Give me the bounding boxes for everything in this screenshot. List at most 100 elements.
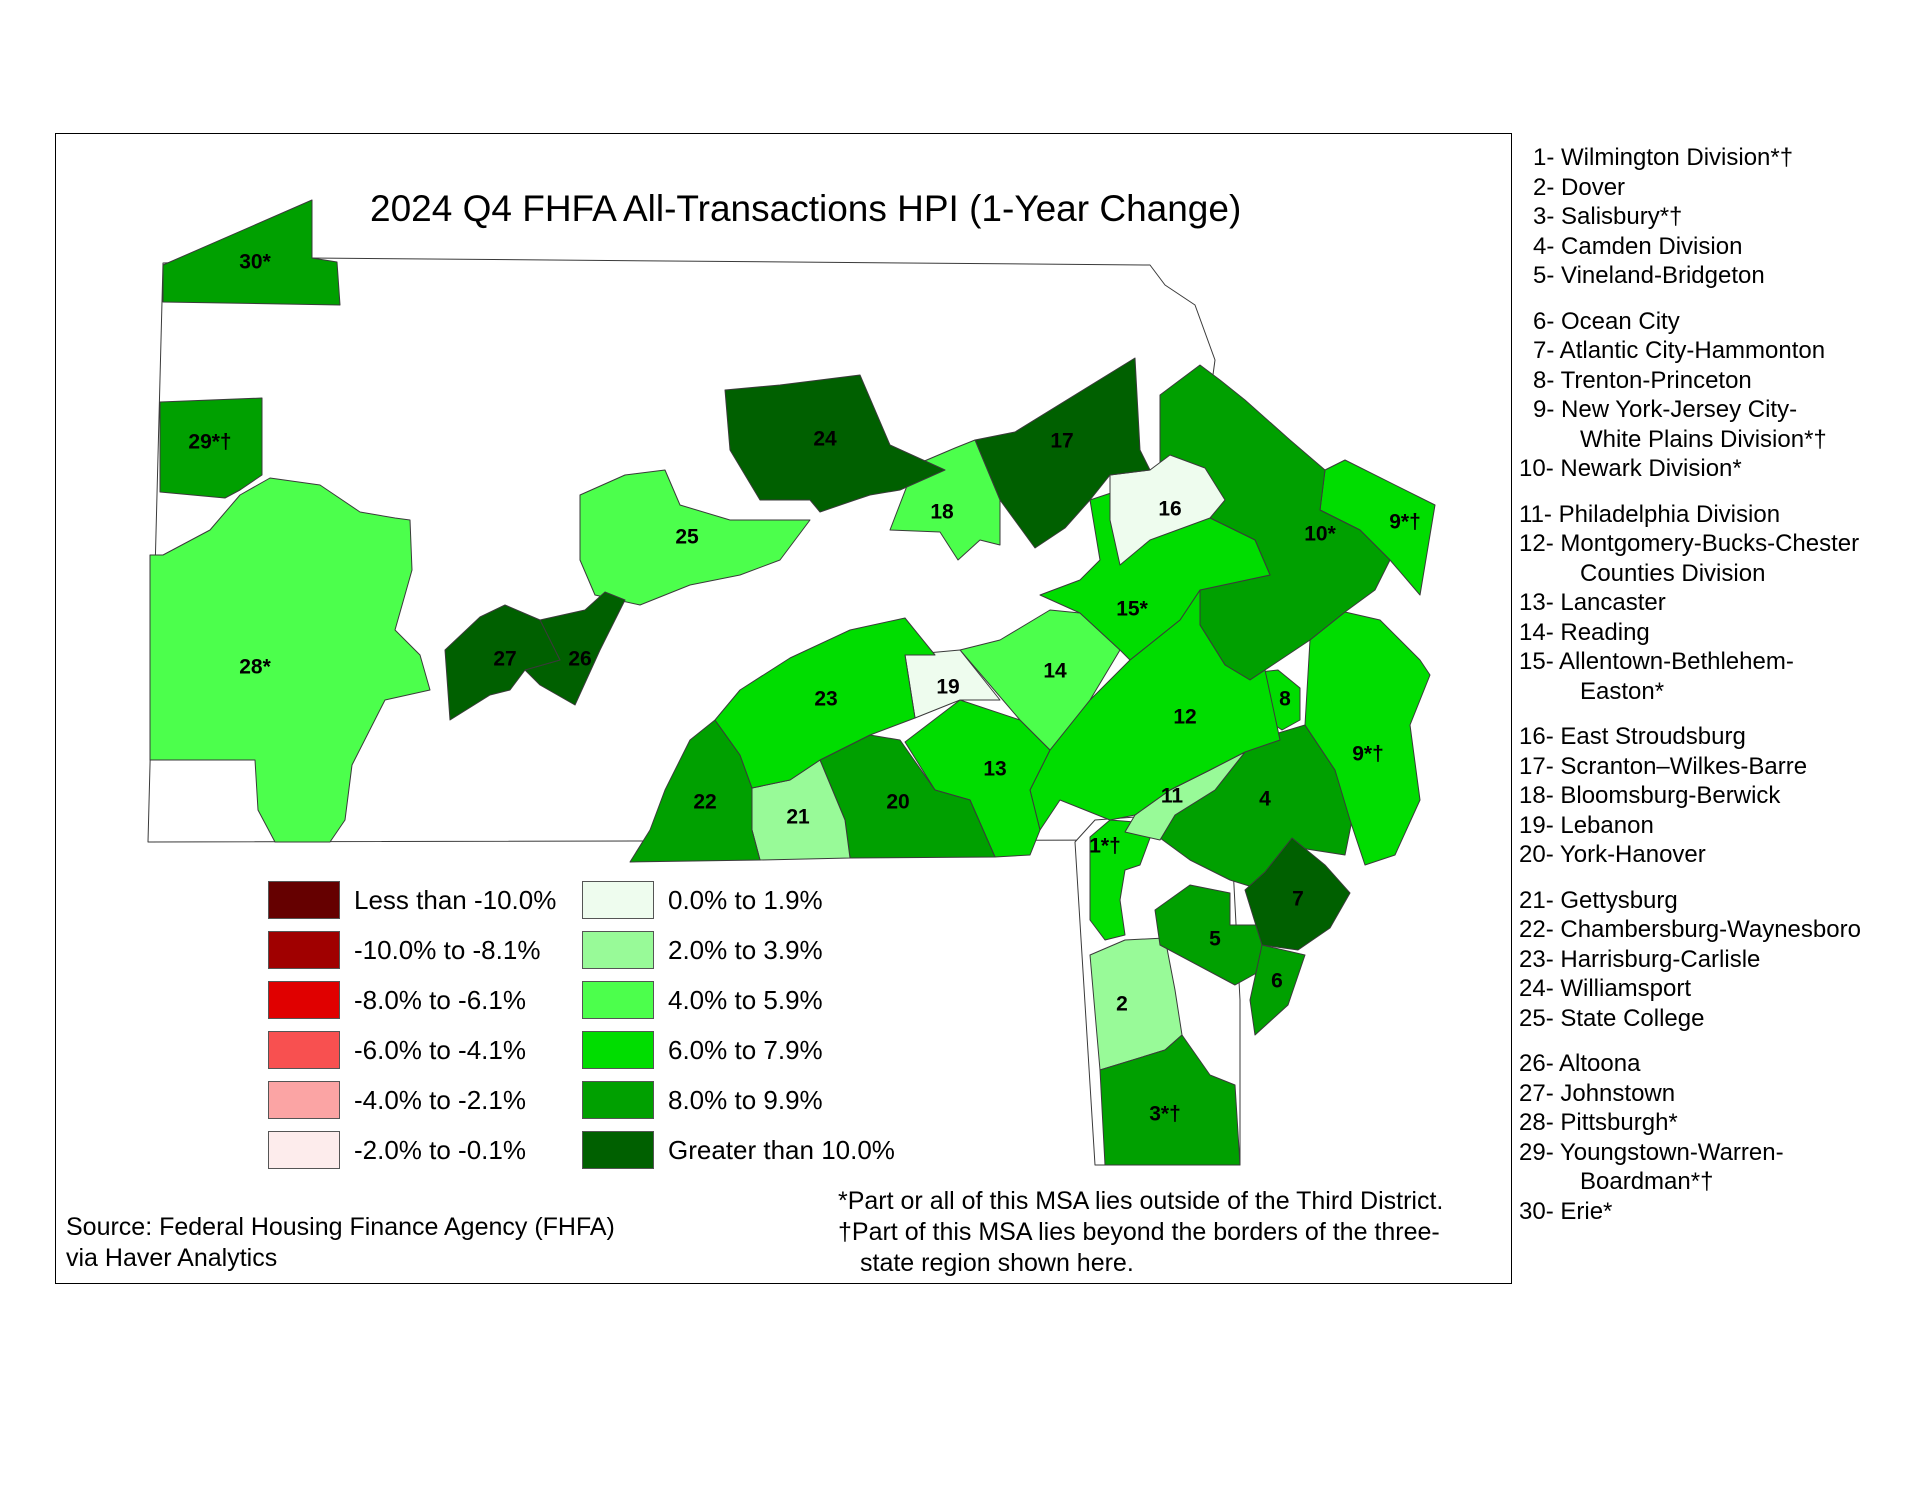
- msa-region-label: 26: [568, 648, 591, 671]
- msa-region: [1304, 611, 1431, 866]
- key-item: 6- Ocean City: [1533, 307, 1680, 335]
- msa-region-label: 21: [786, 806, 810, 829]
- key-group: 26- Altoona 27- Johnstown 28- Pittsburgh* 2…: [1519, 1049, 1861, 1226]
- key-item: 17- Scranton–Wilkes-Barre: [1519, 752, 1808, 780]
- legend-label: 0.0% to 1.9%: [668, 884, 823, 915]
- msa-region-label: 12: [1173, 706, 1196, 729]
- key-item: 24- Williamsport: [1519, 975, 1692, 1002]
- key-item: 27- Johnstown: [1519, 1079, 1676, 1107]
- msa-region-label: 7: [1292, 888, 1304, 911]
- msa-region-label: 20: [886, 791, 909, 814]
- legend-label: 2.0% to 3.9%: [668, 934, 823, 965]
- legend-swatch: [268, 1031, 340, 1069]
- msa-region: [1244, 837, 1351, 951]
- msa-region: [1099, 1034, 1241, 1166]
- msa-key-list: 1- Wilmington Division*† 2- Dover 3- Salis…: [1519, 143, 1861, 1242]
- key-item: 29- Youngstown-Warren-: [1519, 1138, 1784, 1166]
- key-item: 11- Philadelphia Division: [1519, 500, 1781, 528]
- legend-item: 0.0% to 1.9%: [582, 880, 823, 920]
- legend-item: Less than -10.0%: [268, 880, 556, 920]
- legend-swatch: [582, 881, 654, 919]
- footnote-asterisk: *Part or all of this MSA lies outside of…: [838, 1187, 1444, 1215]
- msa-region: [149, 477, 431, 843]
- msa-region-label: 9*†: [1352, 743, 1384, 766]
- msa-region-label: 30*: [239, 251, 271, 274]
- legend-swatch: [268, 881, 340, 919]
- msa-region-label: 10*: [1304, 523, 1336, 546]
- msa-region-label: 28*: [239, 656, 271, 679]
- key-group: 11- Philadelphia Division 12- Montgomery-…: [1519, 500, 1861, 707]
- key-item: 14- Reading: [1519, 618, 1650, 646]
- key-item: 7- Atlantic City-Hammonton: [1533, 337, 1826, 364]
- legend-label: 8.0% to 9.9%: [668, 1084, 823, 1115]
- key-item: Easton*: [1580, 677, 1665, 705]
- legend-label: -2.0% to -0.1%: [354, 1134, 526, 1165]
- msa-region: [159, 397, 263, 499]
- footnotes: *Part or all of this MSA lies outside of…: [838, 1186, 1443, 1279]
- map-title: 2024 Q4 FHFA All-Transactions HPI (1-Yea…: [370, 188, 1242, 229]
- legend-item: -2.0% to -0.1%: [268, 1130, 526, 1170]
- legend-label: Less than -10.0%: [354, 884, 557, 915]
- msa-region: [1089, 819, 1151, 941]
- key-item: 18- Bloomsburg-Berwick: [1519, 782, 1781, 809]
- msa-region-label: 19: [936, 676, 959, 699]
- key-item: Boardman*†: [1580, 1168, 1714, 1195]
- msa-region-label: 6: [1271, 970, 1283, 993]
- legend-swatch: [268, 981, 340, 1019]
- msa-region-label: 11: [1161, 785, 1184, 808]
- msa-region-label: 13: [983, 758, 1006, 781]
- legend-item: -8.0% to -6.1%: [268, 980, 526, 1020]
- key-item: 26- Altoona: [1519, 1050, 1641, 1077]
- source-note: Source: Federal Housing Finance Agency (…: [66, 1212, 615, 1274]
- legend-item: 6.0% to 7.9%: [582, 1030, 823, 1070]
- msa-region-label: 15*: [1116, 598, 1148, 621]
- source-line: Source: Federal Housing Finance Agency (…: [66, 1213, 615, 1241]
- legend-swatch: [582, 1081, 654, 1119]
- map-frame: [55, 133, 1512, 1284]
- msa-region-label: 27: [493, 648, 516, 671]
- legend-label: -6.0% to -4.1%: [354, 1034, 526, 1065]
- legend-item: -10.0% to -8.1%: [268, 930, 540, 970]
- msa-region: [1039, 489, 1271, 661]
- key-item: 28- Pittsburgh*: [1519, 1109, 1678, 1136]
- msa-region-label: 4: [1259, 788, 1271, 811]
- msa-region-label: 25: [675, 526, 699, 549]
- legend-swatch: [268, 1081, 340, 1119]
- key-item: 2- Dover: [1533, 173, 1626, 201]
- legend-item: Greater than 10.0%: [582, 1130, 895, 1170]
- msa-region: [1109, 454, 1226, 566]
- source-line: via Haver Analytics: [66, 1244, 278, 1272]
- key-item: 3- Salisbury*†: [1533, 203, 1683, 230]
- legend-label: -8.0% to -6.1%: [354, 984, 526, 1015]
- msa-region-label: 8: [1279, 688, 1291, 711]
- key-item: 16- East Stroudsburg: [1519, 723, 1746, 750]
- msa-region-label: 29*†: [188, 431, 231, 454]
- key-item: 22- Chambersburg-Waynesboro: [1519, 916, 1861, 943]
- legend-swatch: [582, 1131, 654, 1169]
- msa-region: [974, 357, 1151, 549]
- msa-region-label: 2: [1116, 993, 1128, 1016]
- msa-region-label: 22: [693, 791, 716, 814]
- key-item: 1- Wilmington Division*†: [1533, 144, 1794, 171]
- msa-region-label: 14: [1043, 660, 1067, 683]
- key-item: 30- Erie*: [1519, 1197, 1613, 1225]
- msa-region-label: 5: [1209, 928, 1221, 951]
- msa-region-label: 24: [813, 428, 837, 451]
- key-item: 21- Gettysburg: [1519, 886, 1678, 914]
- msa-region-label: 18: [930, 501, 954, 524]
- legend-label: 6.0% to 7.9%: [668, 1034, 823, 1065]
- legend-label: Greater than 10.0%: [668, 1134, 895, 1165]
- key-group: 6- Ocean City 7- Atlantic City-Hammonton 8…: [1519, 307, 1861, 484]
- key-item: Counties Division: [1580, 559, 1766, 587]
- msa-region-label: 23: [814, 688, 837, 711]
- legend-item: 2.0% to 3.9%: [582, 930, 823, 970]
- legend-swatch: [582, 931, 654, 969]
- key-group: 21- Gettysburg 22- Chambersburg-Waynesbor…: [1519, 886, 1861, 1034]
- legend-item: -6.0% to -4.1%: [268, 1030, 526, 1070]
- key-group: 1- Wilmington Division*† 2- Dover 3- Salis…: [1519, 143, 1861, 291]
- msa-region: [162, 199, 341, 306]
- legend-item: 4.0% to 5.9%: [582, 980, 823, 1020]
- key-item: 19- Lebanon: [1519, 811, 1654, 839]
- footnote-dagger-cont: state region shown here.: [860, 1249, 1134, 1277]
